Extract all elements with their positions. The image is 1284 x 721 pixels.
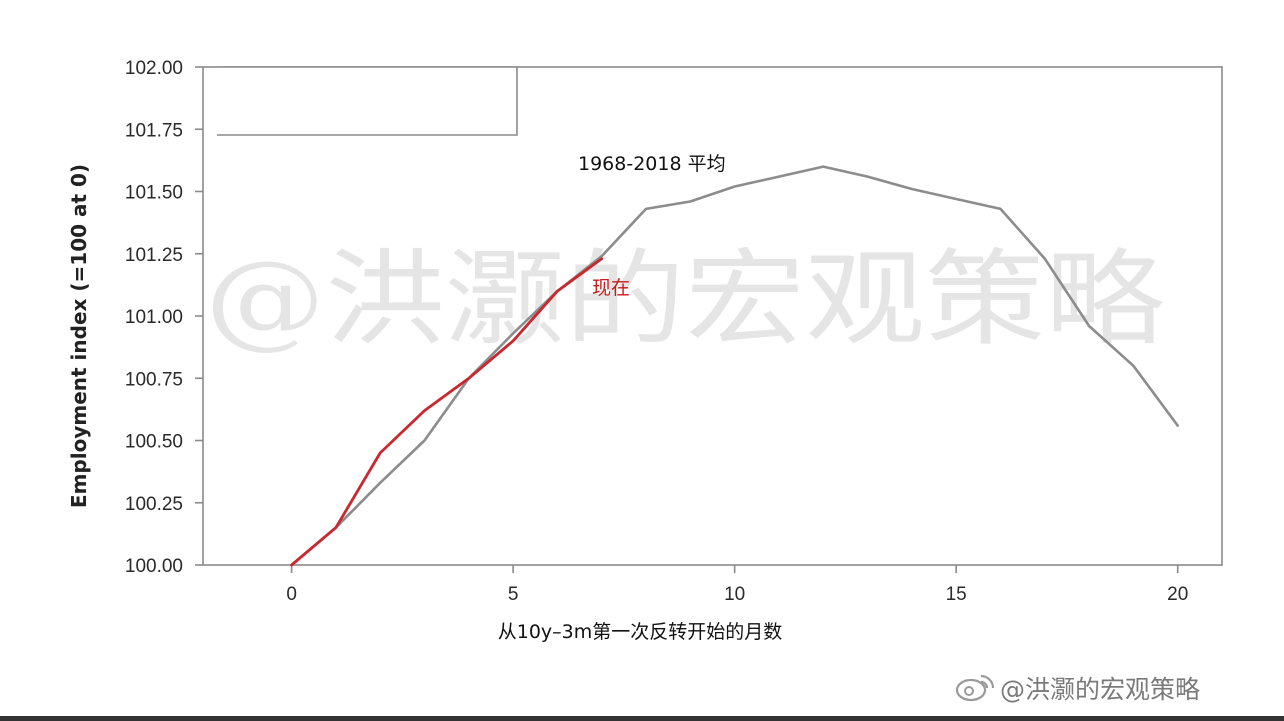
y-axis-title: Employment index (=100 at 0) bbox=[67, 164, 91, 508]
bottom-strip bbox=[0, 716, 1284, 721]
x-tick-label: 5 bbox=[508, 584, 519, 605]
series-line-average bbox=[290, 165, 1179, 567]
x-tick-label: 10 bbox=[724, 584, 745, 605]
y-axis: 100.00 100.25 100.50 100.75 101.00 101.25 101.… bbox=[125, 58, 203, 577]
y-tick-label: 101.50 bbox=[125, 183, 183, 204]
y-tick-label: 100.25 bbox=[125, 494, 183, 515]
y-tick-label: 100.00 bbox=[125, 556, 183, 577]
series-layer bbox=[290, 165, 1179, 567]
x-axis: 0 5 10 15 20 bbox=[286, 565, 1188, 605]
x-tick-label: 15 bbox=[946, 584, 967, 605]
series-label-average: 1968-2018 平均 bbox=[578, 153, 726, 175]
x-tick-label: 20 bbox=[1167, 584, 1188, 605]
y-tick-label: 101.75 bbox=[125, 120, 183, 141]
y-tick-label: 101.25 bbox=[125, 245, 183, 266]
y-tick-label: 100.75 bbox=[125, 369, 183, 390]
y-tick-label: 102.00 bbox=[125, 58, 183, 79]
series-label-current: 现在 bbox=[592, 277, 630, 299]
x-axis-title: 从10y–3m第一次反转开始的月数 bbox=[498, 621, 783, 643]
watermark-text: @洪灏的宏观策略 bbox=[205, 238, 1165, 360]
series-line-current bbox=[290, 257, 604, 567]
x-tick-label: 0 bbox=[286, 584, 297, 605]
credit-text: @洪灏的宏观策略 bbox=[1000, 675, 1200, 704]
weibo-logo-icon bbox=[955, 674, 995, 702]
y-tick-label: 101.00 bbox=[125, 307, 183, 328]
legend-box bbox=[217, 66, 518, 136]
y-tick-label: 100.50 bbox=[125, 432, 183, 453]
